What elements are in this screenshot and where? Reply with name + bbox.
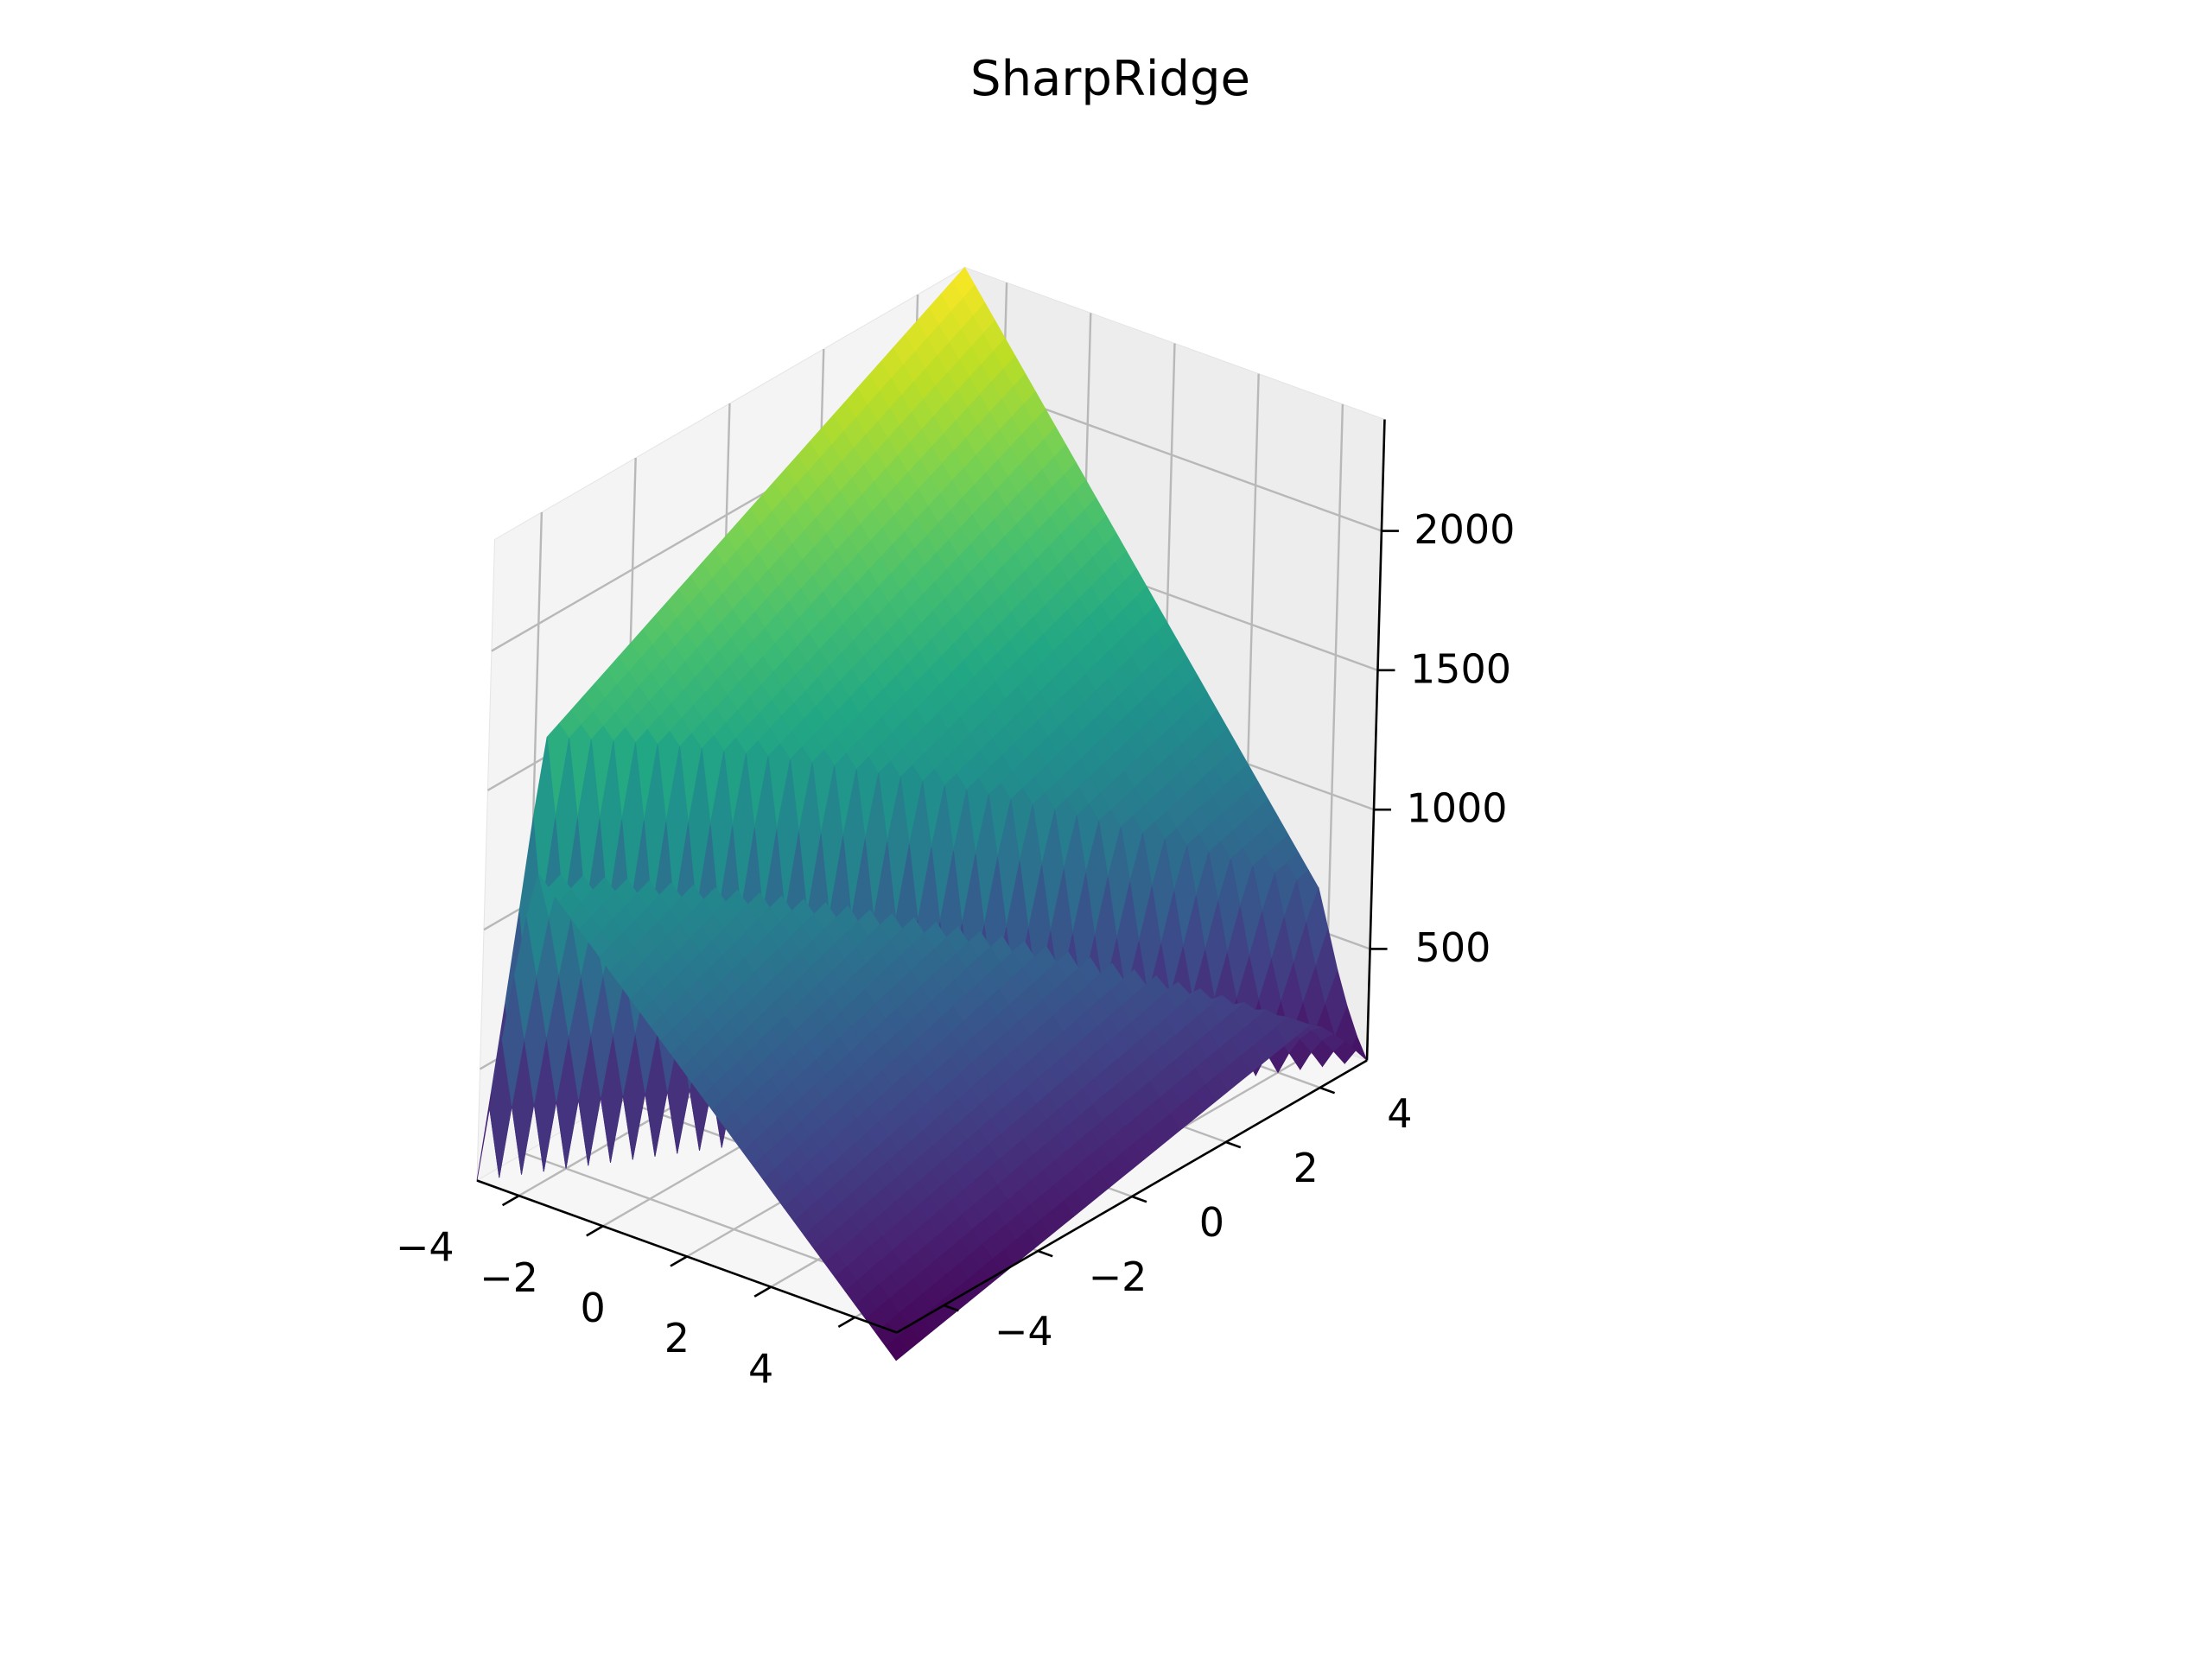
z-tick-label: 1000 (1406, 785, 1507, 832)
z-tick-label: 500 (1415, 924, 1491, 971)
y-tick-label: −4 (995, 1308, 1053, 1355)
y-tick (1319, 1086, 1336, 1095)
x-tick (670, 1255, 688, 1267)
y-tick-label: 4 (1387, 1090, 1412, 1137)
x-tick (753, 1285, 772, 1298)
z-tick-label: 1500 (1410, 645, 1511, 692)
surface-plot (476, 266, 1368, 1362)
y-tick-label: 0 (1199, 1199, 1224, 1246)
x-tick-label: 0 (581, 1285, 606, 1331)
chart-title: SharpRidge (970, 51, 1250, 107)
x-tick-label: 2 (664, 1315, 690, 1362)
tick-labels: −4 −2 0 2 4 −4 −2 0 2 4 500 1000 1500 2000 (396, 506, 1516, 1392)
tick-marks (501, 530, 1399, 1329)
surface-patch (885, 1336, 909, 1362)
x-tick-label: −2 (480, 1254, 538, 1301)
y-tick-label: −2 (1089, 1254, 1147, 1300)
y-tick-label: 2 (1293, 1145, 1318, 1191)
x-tick-label: −4 (396, 1224, 454, 1271)
y-tick (943, 1304, 959, 1312)
y-tick (1037, 1249, 1053, 1258)
x-tick (586, 1225, 604, 1237)
x-tick-label: 4 (748, 1345, 773, 1392)
y-tick (1131, 1195, 1147, 1203)
z-axis-line (1365, 419, 1386, 1061)
x-tick (837, 1316, 856, 1329)
z-tick-label: 2000 (1414, 506, 1515, 553)
y-tick (1225, 1140, 1242, 1149)
x-tick (501, 1194, 520, 1207)
